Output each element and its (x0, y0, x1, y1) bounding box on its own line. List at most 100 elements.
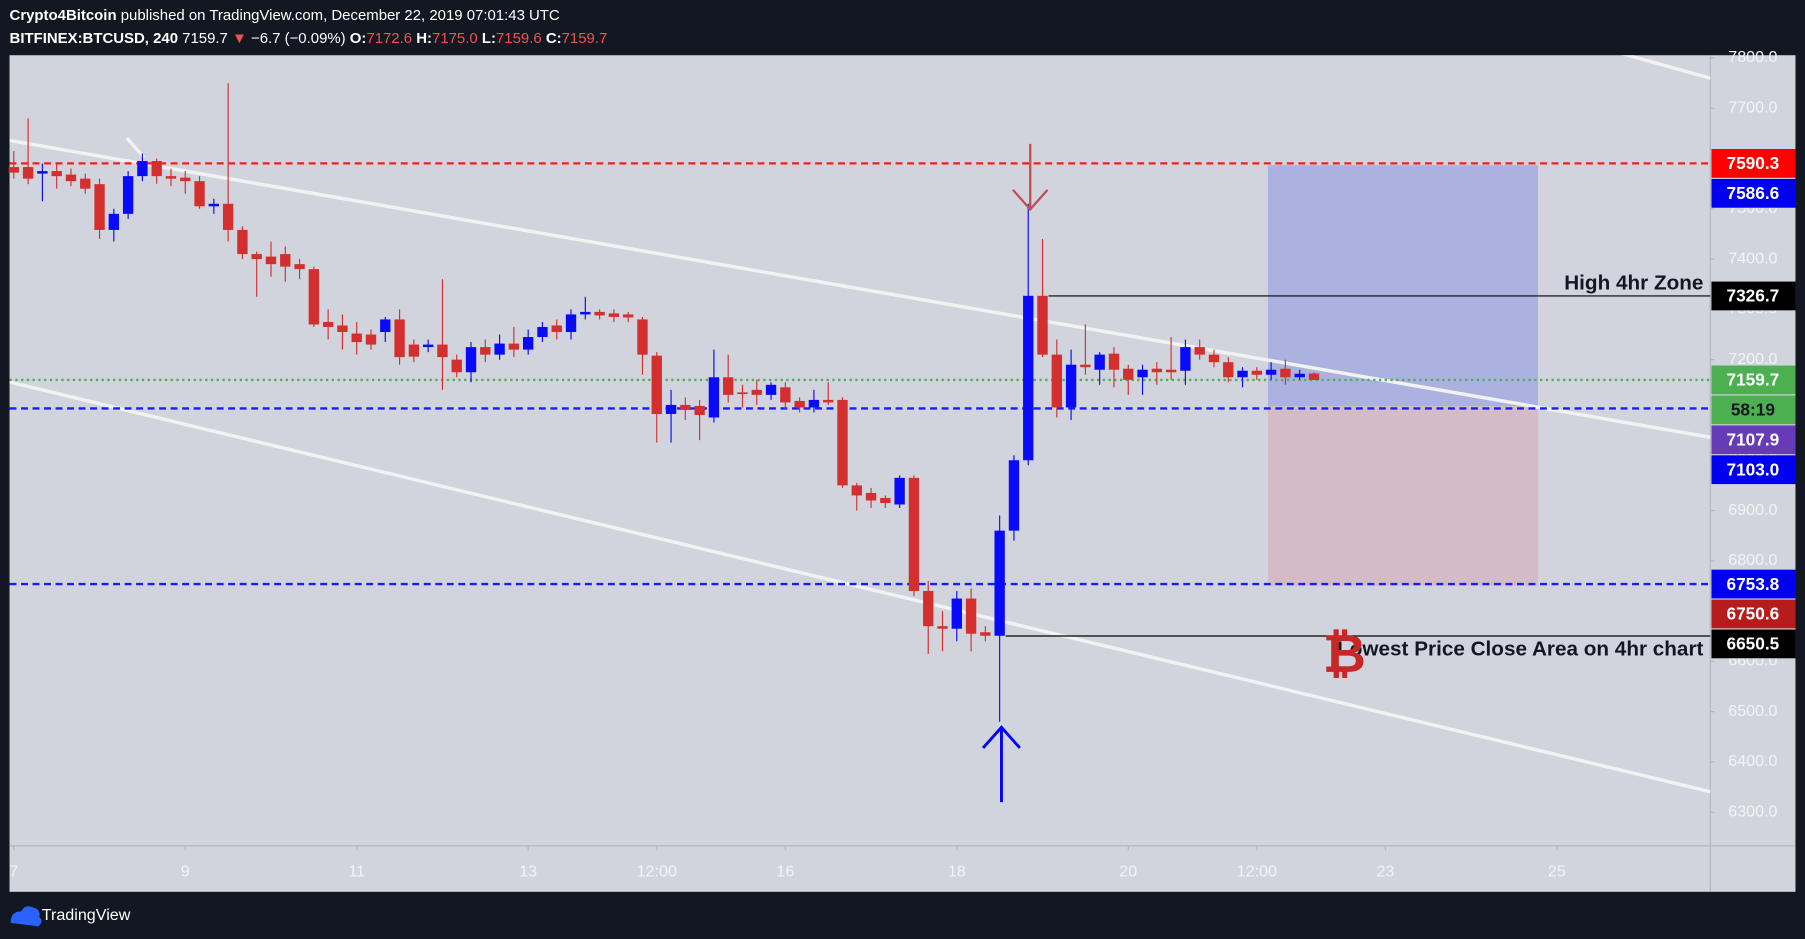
header-line: Crypto4Bitcoin published on TradingView.… (10, 7, 560, 24)
candle-body (580, 311, 591, 315)
candle-body (723, 377, 734, 395)
candle-body (708, 377, 720, 418)
y-tick-label: 7400.0 (1728, 249, 1777, 267)
header-segment: ▼ (232, 30, 247, 47)
y-tick-label: 6900.0 (1728, 501, 1777, 519)
y-tick-label: 7700.0 (1728, 98, 1777, 116)
candle-body (494, 343, 505, 355)
footer-logo: TradingView (10, 906, 131, 927)
price-tag (1711, 149, 1796, 178)
candle-body (208, 203, 220, 207)
candle-body (537, 326, 548, 338)
price-tag-label: 7586.6 (1727, 183, 1780, 203)
candle-body (737, 392, 748, 395)
candle-body (508, 343, 520, 350)
y-tick-label: 7800.0 (1728, 48, 1777, 66)
candle-body (894, 477, 905, 505)
annotation: Lowest Price Close Area on 4hr chart (1337, 638, 1703, 661)
candle-body (1294, 373, 1305, 378)
candle-body (1151, 368, 1162, 373)
candle-body (680, 404, 691, 410)
trend-line (125, 136, 146, 159)
candle-body (394, 319, 405, 358)
candle-body (1265, 369, 1277, 375)
candle-body (337, 325, 348, 333)
target-zone (1267, 165, 1539, 406)
price-tag-label: 6650.5 (1727, 634, 1780, 654)
candle-body (751, 389, 762, 395)
candle-body (1237, 370, 1248, 378)
candle-body (565, 314, 577, 333)
candle-body (165, 176, 177, 179)
candle-body (608, 313, 620, 317)
up-arrow-head (981, 725, 1021, 749)
candle-body (1094, 354, 1105, 370)
x-tick-label: 18 (948, 863, 966, 881)
header-segment: 7175.0 (432, 30, 478, 47)
candle-body (1251, 370, 1263, 375)
down-arrow-head (1012, 189, 1049, 212)
candle-body (623, 314, 634, 318)
price-tag-label: 7159.7 (1727, 370, 1780, 390)
candle-body (451, 359, 462, 373)
candle-body (365, 334, 377, 345)
candle-body (1137, 369, 1148, 378)
x-tick-label: 11 (348, 863, 365, 881)
price-tag (1711, 629, 1796, 659)
candle-body (222, 203, 234, 230)
candle-body (1180, 347, 1191, 371)
candle-body (1208, 354, 1220, 363)
candle-body (865, 492, 877, 501)
candle-body (765, 384, 777, 395)
price-tag-label: 6753.8 (1727, 574, 1780, 594)
candle-body (1023, 295, 1034, 461)
header-segment: BITFINEX:BTCUSD, 240 (10, 30, 179, 47)
price-tag (1711, 455, 1796, 485)
y-tick-label: 7200.0 (1728, 350, 1777, 368)
candle-body (851, 485, 862, 496)
candle-body (1080, 364, 1091, 368)
candle-body (37, 171, 48, 174)
candle-body (1065, 364, 1077, 408)
candle-body (137, 161, 148, 177)
candle-body (665, 404, 677, 414)
x-tick-label: 20 (1119, 863, 1137, 881)
brand: TradingView (42, 906, 131, 924)
candle-body (594, 311, 605, 316)
price-tag-label: 7590.3 (1727, 153, 1780, 173)
y-tick-label: 6500.0 (1728, 702, 1777, 720)
candle-body (194, 181, 205, 207)
x-tick-label: 12:00 (1237, 863, 1277, 881)
candle-body (322, 321, 334, 327)
price-tag-label: 7326.7 (1727, 286, 1780, 306)
stop-zone (1267, 405, 1539, 586)
chart-area (9, 55, 1796, 892)
price-tag (1711, 365, 1796, 395)
candle-body (108, 213, 120, 230)
logo-icon (10, 906, 42, 927)
candle-body (551, 325, 562, 333)
candle-body (808, 399, 820, 408)
y-tick-label: 6400.0 (1728, 752, 1777, 770)
candle-body (51, 171, 62, 177)
header-segment: 7172.6 (366, 30, 412, 47)
trend-line (1621, 55, 1711, 80)
x-tick-label: 16 (776, 863, 794, 881)
candle-body (522, 337, 534, 350)
candle-body (1123, 368, 1134, 380)
header-segment: 7159.7 (562, 30, 608, 47)
candle-body (637, 319, 648, 355)
price-tag (1711, 599, 1796, 629)
countdown-tag (1711, 395, 1796, 425)
candle-body (80, 178, 91, 189)
candle-body (1037, 295, 1048, 355)
candle-body (308, 269, 320, 325)
candle-body (923, 590, 934, 627)
y-tick-label: 6800.0 (1728, 551, 1777, 569)
candle-body (294, 264, 305, 270)
candle-body (965, 598, 977, 634)
candle-body (265, 256, 277, 265)
candle-body (908, 477, 920, 591)
candle-body (1194, 347, 1205, 355)
countdown-label: 58:19 (1731, 400, 1775, 420)
